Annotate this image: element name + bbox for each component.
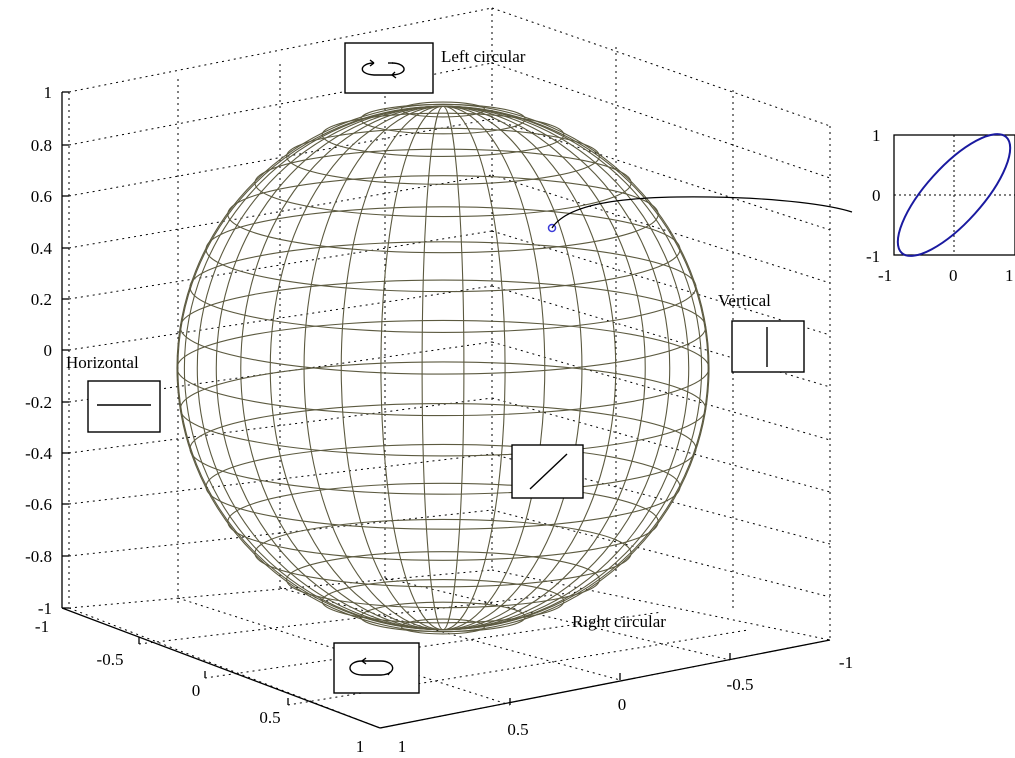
circular-arrows-icon (349, 657, 394, 676)
y-tick-label: 0.5 (507, 720, 528, 739)
meridian-line (183, 105, 444, 631)
connector-curve (551, 196, 853, 229)
meridian-line (380, 105, 444, 631)
inset-x-tick-label: 1 (1005, 266, 1014, 285)
diagonal-line-icon (529, 453, 568, 490)
inset-y-tick-label: -1 (866, 247, 880, 266)
meridian-line (269, 105, 444, 631)
x-tick-label: 1 (356, 737, 365, 756)
latitude-line (189, 241, 697, 333)
x-tick-label: -1 (35, 617, 49, 636)
meridian-line (177, 105, 444, 631)
axes (61, 91, 831, 729)
y-tick-label: 1 (398, 737, 407, 756)
x-tick-label: 0.5 (259, 708, 280, 727)
meridian-line (442, 105, 583, 631)
z-tick-label: -0.6 (25, 495, 52, 514)
polarization-ellipse (896, 133, 1012, 257)
z-tick-label: -0.4 (25, 444, 52, 463)
circular-arrows-icon (361, 59, 405, 79)
inset-y-tick-label: 0 (872, 186, 881, 205)
poincare-sphere (176, 101, 710, 635)
meridian-line (442, 105, 546, 631)
meridian-line (421, 105, 444, 631)
latitude-line (176, 319, 710, 417)
latitude-line (205, 206, 681, 293)
vertical-box (731, 320, 805, 373)
latitude-line (205, 443, 681, 530)
sphere-outline (176, 103, 710, 633)
y-tick-labels: 1 0.5 0 -0.5 -1 (398, 653, 853, 756)
y-tick-label: -1 (839, 653, 853, 672)
x-tick-label: -0.5 (97, 650, 124, 669)
horizontal-label: Horizontal (66, 353, 139, 372)
z-tick-label: 0.2 (31, 290, 52, 309)
y-tick-label: 0 (618, 695, 627, 714)
meridian-line (442, 105, 671, 631)
z-tick-label: 1 (44, 83, 53, 102)
vertical-label: Vertical (718, 291, 771, 310)
latitude-line (179, 279, 707, 375)
left-circular-label: Left circular (441, 47, 526, 66)
z-tick-label: -1 (38, 599, 52, 618)
z-tick-label: -0.2 (25, 393, 52, 412)
latitude-line (179, 361, 707, 457)
x-tick-labels: -1 -0.5 0 0.5 1 (35, 617, 364, 756)
meridian-line (442, 105, 506, 631)
meridian-line (442, 105, 465, 631)
right-circular-label: Right circular (572, 612, 666, 631)
meridian-line (240, 105, 444, 631)
z-tick-label: 0 (44, 341, 53, 360)
inset-x-tick-label: -1 (878, 266, 892, 285)
left-circular-box (344, 42, 434, 94)
meridian-line (215, 105, 444, 631)
z-tick-label: 0.6 (31, 187, 52, 206)
horizontal-box (87, 380, 161, 433)
meridian-line (442, 105, 703, 631)
z-tick-label: 0.8 (31, 136, 52, 155)
z-tick-label: 0.4 (31, 239, 53, 258)
meridian-line (340, 105, 444, 631)
z-tick-label: -0.8 (25, 547, 52, 566)
meridian-line (196, 105, 444, 631)
polarization-state-marker (547, 223, 557, 233)
x-tick-label: 0 (192, 681, 201, 700)
box-grid (68, 7, 831, 729)
y-tick-label: -0.5 (727, 675, 754, 694)
meridian-line (303, 105, 444, 631)
meridian-line (442, 105, 646, 631)
right-circular-box (333, 642, 420, 694)
meridian-line (442, 105, 690, 631)
inset-x-tick-label: 0 (949, 266, 958, 285)
diagonal-box (511, 444, 584, 499)
inset-y-tick-label: 1 (872, 126, 881, 145)
meridian-line (442, 105, 709, 631)
z-tick-labels: 1 0.8 0.6 0.4 0.2 0 -0.2 -0.4 -0.6 -0.8 … (25, 83, 52, 618)
meridian-line (442, 105, 617, 631)
inset-plot: 1 0 -1 -1 0 1 (866, 126, 1015, 285)
